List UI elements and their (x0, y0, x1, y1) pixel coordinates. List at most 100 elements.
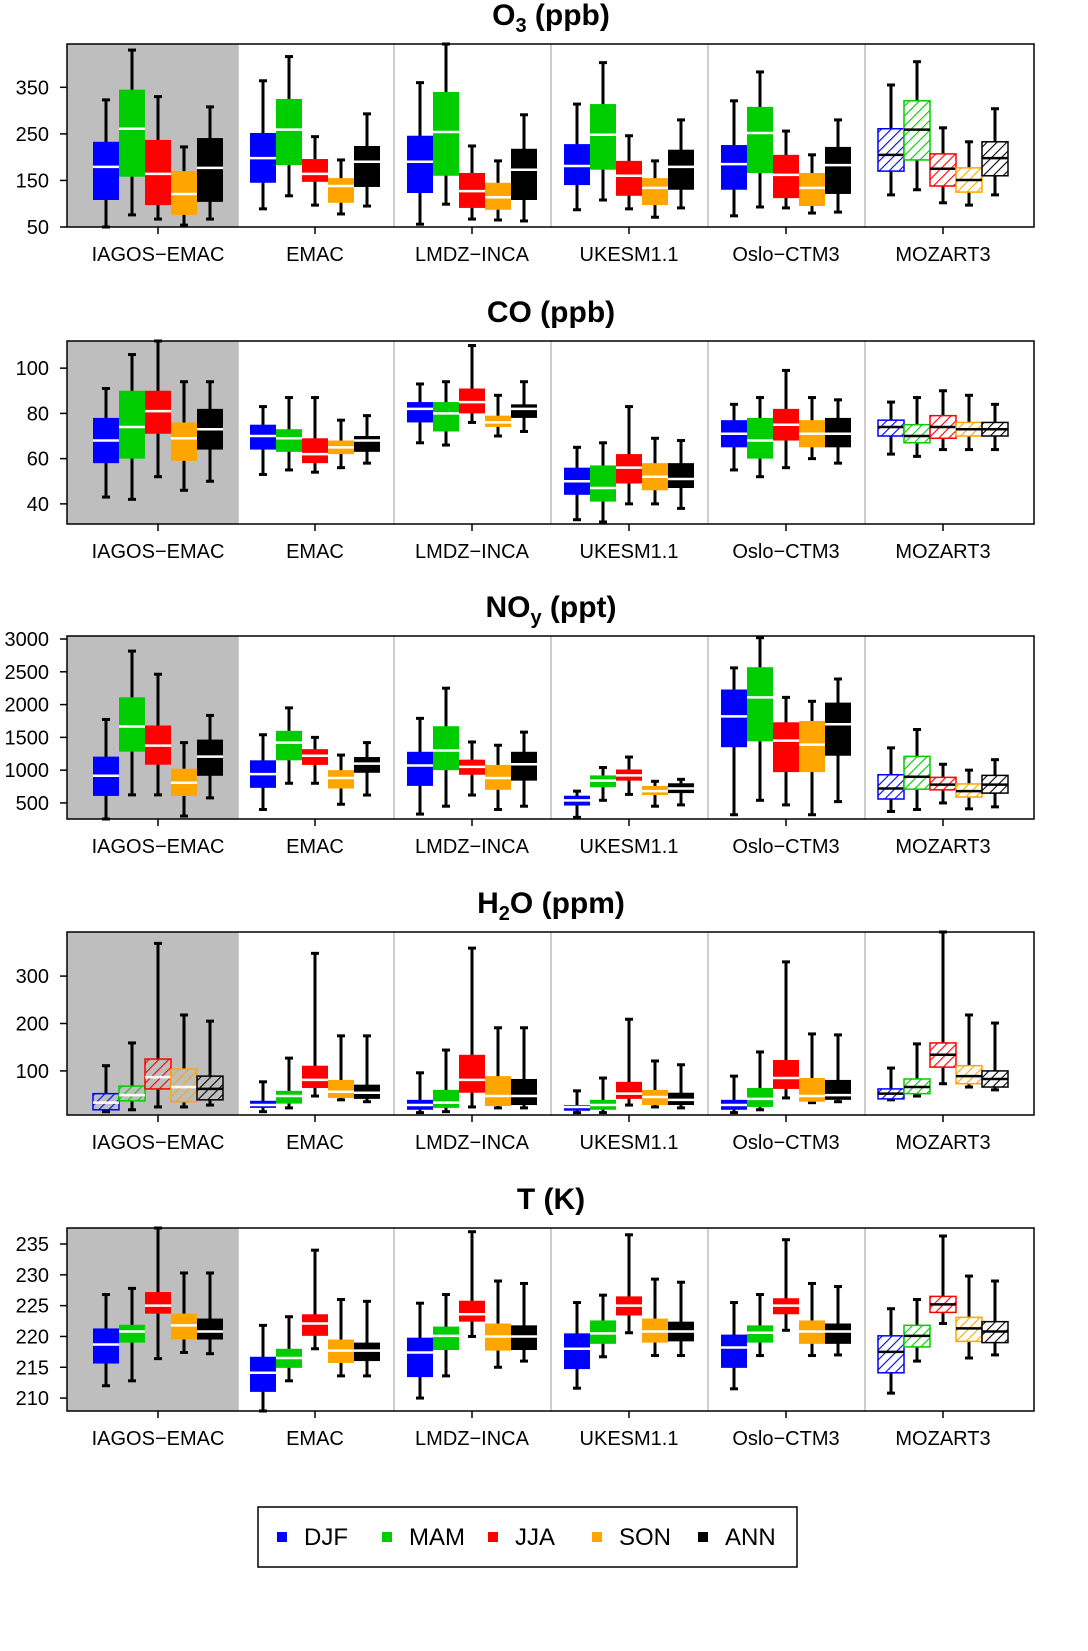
box-iqr (433, 91, 459, 176)
box-mam (590, 766, 616, 802)
y-tick-label: 3000 (5, 629, 50, 651)
box-djf (407, 382, 433, 445)
box-iqr (302, 749, 328, 765)
box-djf (877, 1307, 905, 1395)
box-mam (118, 1041, 146, 1112)
panel-0: O3 (ppb) 50 150 250 350 IAGOS−EMAC EMAC LMDZ−IN… (16, 0, 1035, 266)
group-label: IAGOS−EMAC (92, 541, 225, 563)
box-jja (773, 368, 799, 470)
box-iqr (747, 106, 773, 173)
box-ann (511, 380, 537, 433)
box-jja (616, 1017, 642, 1107)
plot-frame (66, 43, 1035, 228)
box-ann (981, 402, 1009, 452)
box-mam (903, 1297, 931, 1363)
box-iqr (903, 755, 931, 790)
box-ann (197, 713, 223, 800)
box-mam (747, 1050, 773, 1112)
box-iqr (668, 149, 694, 190)
box-mam (903, 1042, 931, 1098)
box-mam (747, 70, 773, 209)
y-tick-label: 215 (16, 1357, 49, 1379)
box-iqr (511, 1078, 537, 1106)
y-tick-label: 40 (27, 494, 49, 516)
box-djf (564, 1301, 590, 1390)
box-djf (877, 746, 905, 813)
box-djf (93, 98, 119, 229)
box-djf (564, 1089, 590, 1115)
box-iqr (747, 417, 773, 459)
panel-2: NOy (ppt) 500 1000 1500 2000 2500 3000 IAGOS−EM… (5, 591, 1035, 858)
box-djf (407, 716, 433, 816)
box-jja (459, 1230, 485, 1338)
box-iqr (354, 757, 380, 773)
y-tick-label: 300 (16, 966, 49, 988)
box-iqr (119, 1324, 145, 1343)
box-jja (145, 339, 171, 479)
box-son (171, 741, 197, 818)
box-iqr (433, 726, 459, 771)
legend-label: ANN (725, 1524, 776, 1551)
box-jja (616, 134, 642, 211)
box-jja (302, 951, 328, 1098)
box-ann (668, 777, 694, 807)
group-label: UKESM1.1 (580, 244, 679, 266)
box-iqr (773, 154, 799, 199)
box-mam (276, 706, 302, 785)
group-label: EMAC (286, 1428, 344, 1450)
box-djf (564, 445, 590, 522)
box-djf (93, 1293, 119, 1388)
group-label: LMDZ−INCA (415, 1428, 530, 1450)
panel-title: NOy (ppt) (485, 591, 616, 629)
y-tick-label: 230 (16, 1265, 49, 1287)
box-djf (250, 1323, 276, 1413)
box-jja (459, 144, 485, 221)
group-label: IAGOS−EMAC (92, 1428, 225, 1450)
box-ann (825, 1285, 851, 1357)
y-tick-label: 225 (16, 1296, 49, 1318)
y-tick-label: 150 (16, 170, 49, 192)
box-djf (721, 1301, 747, 1391)
box-iqr (407, 1337, 433, 1378)
box-djf (721, 402, 747, 472)
box-jja (145, 672, 171, 797)
box-djf (93, 717, 119, 821)
box-iqr (119, 390, 145, 459)
box-iqr (407, 402, 433, 423)
box-iqr (799, 1078, 825, 1102)
plot-frame (66, 340, 1035, 525)
group-label: EMAC (286, 836, 344, 858)
box-son (171, 145, 197, 227)
box-son (799, 1281, 825, 1358)
box-mam (276, 55, 302, 198)
legend-label: JJA (515, 1524, 555, 1551)
box-mam (903, 727, 931, 811)
box-djf (877, 83, 905, 197)
box-iqr (276, 730, 302, 761)
group-label: Oslo−CTM3 (732, 1132, 839, 1154)
box-iqr (328, 770, 354, 789)
box-iqr (354, 145, 380, 187)
box-iqr (877, 773, 905, 800)
box-ann (354, 414, 380, 465)
box-ann (197, 105, 223, 221)
box-son (799, 396, 825, 461)
box-jja (145, 95, 171, 221)
group-label: IAGOS−EMAC (92, 1132, 225, 1154)
group-label: Oslo−CTM3 (732, 1428, 839, 1450)
box-son (328, 1034, 354, 1102)
box-son (955, 393, 983, 452)
box-djf (877, 400, 905, 456)
box-son (642, 779, 668, 808)
box-iqr (799, 720, 825, 773)
group-label: UKESM1.1 (580, 541, 679, 563)
legend-label: DJF (304, 1524, 348, 1551)
box-son (642, 436, 668, 506)
box-djf (93, 387, 119, 499)
legend-label: MAM (409, 1524, 465, 1551)
legend: DJF MAM JJA SON ANN (257, 1506, 798, 1568)
group-label: LMDZ−INCA (415, 836, 530, 858)
panel-title: T (K) (517, 1183, 585, 1216)
box-iqr (903, 423, 931, 444)
